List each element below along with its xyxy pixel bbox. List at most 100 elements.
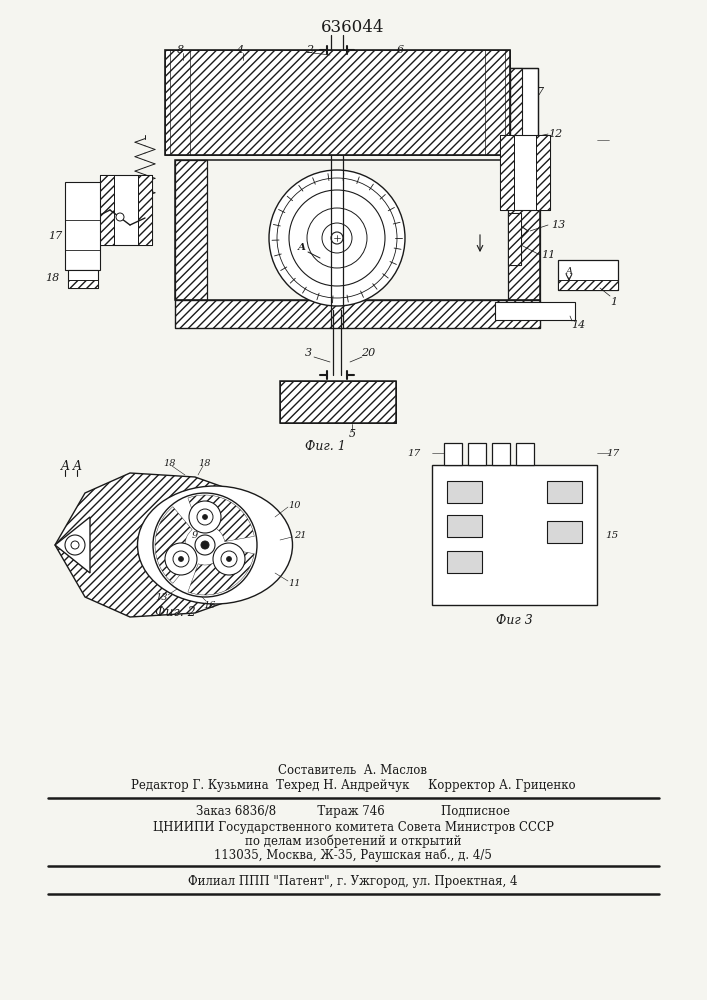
- Bar: [280, 381, 396, 423]
- Text: 9: 9: [192, 530, 198, 540]
- Bar: [500, 135, 514, 210]
- Bar: [536, 135, 550, 210]
- Bar: [510, 68, 538, 137]
- Bar: [500, 135, 514, 210]
- Bar: [175, 160, 207, 300]
- Circle shape: [153, 493, 257, 597]
- Bar: [510, 68, 538, 137]
- Text: 21: 21: [293, 530, 306, 540]
- Circle shape: [195, 535, 215, 555]
- Circle shape: [116, 213, 124, 221]
- Circle shape: [289, 190, 385, 286]
- Text: 18: 18: [45, 273, 59, 283]
- Text: 17: 17: [607, 448, 619, 458]
- Text: Филиал ППП "Патент", г. Ужгород, ул. Проектная, 4: Филиал ППП "Патент", г. Ужгород, ул. Про…: [188, 874, 518, 888]
- Bar: [165, 50, 510, 155]
- Text: 4: 4: [236, 45, 244, 55]
- Text: 636044: 636044: [321, 19, 385, 36]
- Bar: [100, 175, 114, 245]
- Text: A: A: [566, 266, 573, 275]
- Bar: [447, 551, 482, 573]
- Circle shape: [269, 170, 405, 306]
- Circle shape: [65, 535, 85, 555]
- Text: 7: 7: [537, 87, 544, 97]
- Text: 3: 3: [305, 348, 312, 358]
- Circle shape: [165, 543, 197, 575]
- Bar: [175, 300, 540, 328]
- Text: 18: 18: [199, 458, 211, 468]
- Text: 2: 2: [306, 45, 314, 55]
- Circle shape: [221, 551, 237, 567]
- Text: Фиг. 2: Фиг. 2: [155, 605, 195, 618]
- Bar: [508, 213, 521, 265]
- Bar: [547, 521, 582, 543]
- Text: 15: 15: [605, 530, 619, 540]
- Bar: [447, 481, 482, 503]
- Bar: [495, 302, 575, 320]
- Text: Заказ 6836/8           Тираж 746               Подписное: Заказ 6836/8 Тираж 746 Подписное: [196, 806, 510, 818]
- Bar: [68, 280, 98, 288]
- Text: A: A: [298, 243, 306, 252]
- Circle shape: [71, 541, 79, 549]
- Text: Фиг. 1: Фиг. 1: [305, 440, 346, 452]
- Text: 18: 18: [164, 458, 176, 468]
- Circle shape: [189, 501, 221, 533]
- Circle shape: [331, 232, 343, 244]
- Bar: [100, 175, 152, 245]
- Text: 16: 16: [204, 600, 216, 609]
- Bar: [100, 175, 114, 245]
- Bar: [65, 182, 100, 270]
- Text: 12: 12: [548, 129, 562, 139]
- Text: Редактор Г. Кузьмина  Техред Н. Андрейчук     Корректор А. Гриценко: Редактор Г. Кузьмина Техред Н. Андрейчук…: [131, 780, 575, 792]
- Bar: [510, 68, 522, 137]
- Circle shape: [322, 223, 352, 253]
- Bar: [138, 175, 152, 245]
- Text: 10: 10: [288, 500, 301, 510]
- Bar: [558, 280, 618, 290]
- Text: 14: 14: [571, 320, 585, 330]
- Text: 6: 6: [397, 45, 404, 55]
- Bar: [280, 381, 396, 423]
- Text: 17: 17: [48, 231, 62, 241]
- Circle shape: [213, 543, 245, 575]
- Bar: [447, 515, 482, 537]
- Bar: [508, 213, 521, 265]
- Bar: [175, 300, 540, 328]
- Circle shape: [178, 556, 184, 562]
- Text: 20: 20: [361, 348, 375, 358]
- Bar: [508, 160, 540, 300]
- Polygon shape: [55, 517, 90, 573]
- Bar: [558, 260, 618, 290]
- Text: Фиг 3: Фиг 3: [496, 613, 532, 626]
- Bar: [68, 270, 98, 288]
- Polygon shape: [55, 473, 255, 617]
- Text: 8: 8: [177, 45, 184, 55]
- Bar: [536, 135, 550, 210]
- Text: 13: 13: [156, 592, 168, 601]
- Ellipse shape: [137, 486, 293, 604]
- Text: 13: 13: [551, 220, 565, 230]
- Bar: [510, 68, 522, 137]
- Bar: [492, 443, 510, 465]
- Bar: [516, 443, 534, 465]
- Bar: [444, 443, 462, 465]
- Text: ЦНИИПИ Государственного комитета Совета Министров СССР: ЦНИИПИ Государственного комитета Совета …: [153, 820, 554, 834]
- Text: 1: 1: [610, 297, 617, 307]
- Text: A: A: [73, 460, 81, 474]
- Bar: [432, 465, 597, 605]
- Circle shape: [202, 514, 207, 520]
- Bar: [508, 160, 540, 300]
- Text: 113035, Москва, Ж-35, Раушская наб., д. 4/5: 113035, Москва, Ж-35, Раушская наб., д. …: [214, 848, 492, 862]
- Circle shape: [197, 509, 213, 525]
- Bar: [165, 50, 510, 155]
- Text: 11: 11: [288, 578, 301, 587]
- Circle shape: [201, 541, 209, 549]
- Text: 17: 17: [407, 448, 421, 458]
- Bar: [547, 481, 582, 503]
- Text: 11: 11: [541, 250, 555, 260]
- Text: A: A: [61, 460, 69, 474]
- Bar: [175, 160, 207, 300]
- Circle shape: [173, 551, 189, 567]
- Text: по делам изобретений и открытий: по делам изобретений и открытий: [245, 834, 461, 848]
- Circle shape: [307, 208, 367, 268]
